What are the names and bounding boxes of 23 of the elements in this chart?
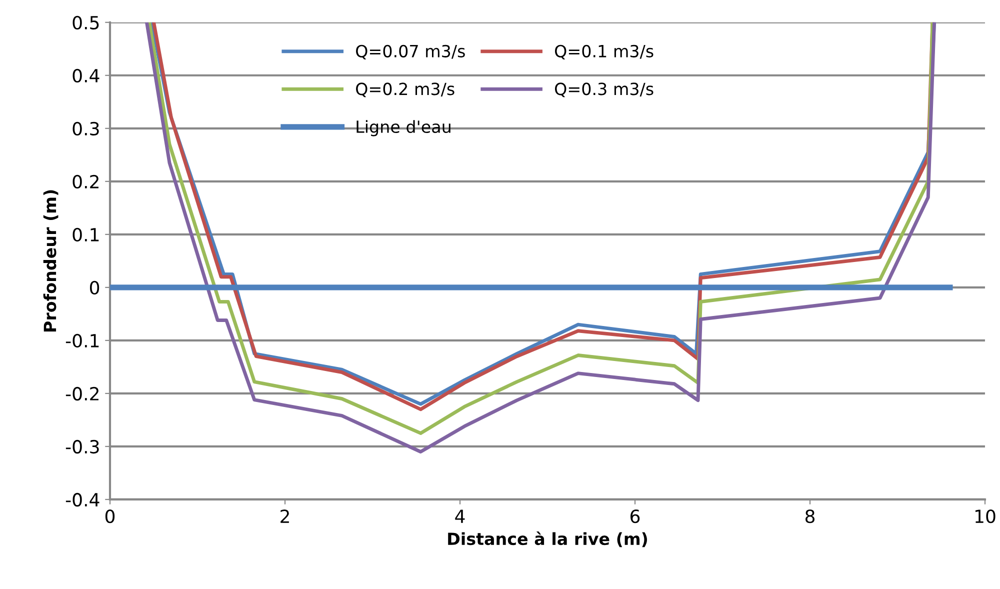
x-tick-label: 0 — [105, 510, 115, 524]
y-tick-label: -0.3 — [66, 440, 99, 454]
y-tick-label: 0.2 — [72, 174, 98, 189]
x-tick-label: 6 — [630, 510, 640, 524]
y-tick-label: 0.5 — [72, 16, 99, 30]
y-tick-label: 0 — [90, 280, 100, 295]
x-tick-label: 4 — [455, 510, 465, 523]
legend-label: Q=0.3 m3/s — [554, 82, 654, 98]
x-tick-label: 10 — [975, 510, 996, 524]
y-tick-label: 0.4 — [72, 68, 100, 83]
y-tick-label: 0.3 — [72, 122, 99, 136]
legend-label: Q=0.07 m3/s — [356, 44, 465, 60]
y-tick-label: -0.1 — [66, 334, 99, 348]
legend-label: Ligne d'eau — [356, 120, 450, 136]
legend-label: Q=0.1 m3/s — [554, 44, 654, 60]
y-axis-title: Profondeur (m) — [43, 190, 58, 332]
x-axis-title: Distance à la rive (m) — [448, 532, 647, 548]
y-tick-label: -0.2 — [66, 386, 98, 401]
y-tick-label: -0.4 — [66, 492, 100, 507]
x-tick-label: 2 — [280, 510, 289, 523]
legend-label: Q=0.2 m3/s — [356, 82, 454, 98]
y-tick-label: 0.1 — [72, 228, 99, 242]
x-tick-label: 8 — [805, 510, 815, 524]
